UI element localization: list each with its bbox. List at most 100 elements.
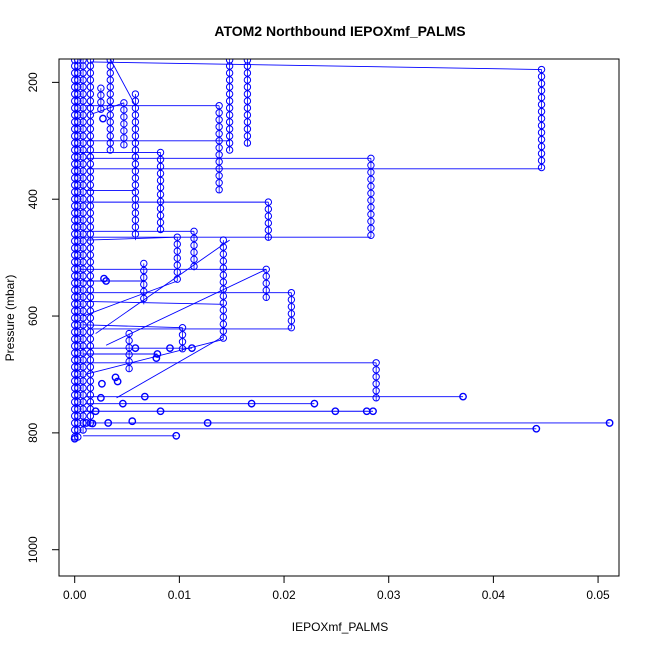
data-point	[219, 257, 228, 265]
data-point	[86, 188, 95, 196]
x-axis-label: IEPOXmf_PALMS	[292, 620, 388, 634]
data-point	[131, 181, 140, 189]
data-point	[71, 104, 79, 112]
data-point	[86, 76, 95, 84]
data-point	[86, 335, 95, 343]
data-point	[79, 230, 87, 238]
data-point	[71, 76, 79, 84]
data-point	[71, 160, 79, 168]
data-point	[79, 153, 87, 161]
data-point	[86, 244, 95, 252]
series-line-segment	[85, 338, 224, 375]
data-point	[79, 384, 87, 392]
data-point	[71, 251, 79, 259]
data-point	[71, 328, 79, 336]
data-point	[71, 377, 79, 385]
data-point	[131, 195, 140, 203]
data-point	[86, 377, 95, 385]
y-tick-label: 200	[26, 72, 40, 92]
data-point	[140, 273, 148, 282]
data-point	[537, 100, 546, 109]
data-point	[264, 212, 273, 220]
data-point	[243, 76, 252, 84]
data-point	[166, 344, 174, 353]
data-point	[264, 205, 273, 213]
data-point	[79, 342, 87, 350]
data-point	[190, 255, 198, 264]
data-point	[86, 62, 95, 70]
data-point	[71, 272, 79, 280]
data-point	[79, 391, 87, 399]
data-point	[106, 125, 114, 133]
data-point	[178, 324, 187, 332]
data-point	[79, 97, 87, 105]
y-axis: 200 400 600 800 1000	[26, 72, 60, 563]
data-point	[190, 241, 198, 250]
data-point	[86, 293, 95, 301]
data-point	[79, 335, 87, 343]
data-point	[225, 62, 234, 70]
data-point	[71, 356, 79, 364]
data-point	[173, 240, 181, 248]
data-point	[367, 196, 375, 205]
data-point	[140, 259, 148, 268]
data-point	[86, 83, 95, 91]
data-point	[537, 156, 546, 165]
data-point	[86, 174, 95, 182]
data-point	[71, 209, 79, 217]
data-point	[86, 202, 95, 210]
data-point	[71, 258, 79, 266]
data-point	[71, 90, 79, 98]
data-point	[215, 186, 223, 194]
data-point	[262, 265, 270, 274]
data-point	[71, 300, 79, 308]
data-point	[79, 62, 87, 70]
data-point	[173, 261, 181, 269]
data-point	[537, 79, 546, 88]
data-point	[79, 258, 87, 266]
data-point	[79, 328, 87, 336]
data-point	[131, 167, 140, 175]
data-point	[120, 106, 128, 114]
x-tick-label: 0.04	[482, 588, 506, 602]
data-point	[79, 90, 87, 98]
data-point	[219, 271, 228, 279]
data-point	[106, 76, 114, 84]
data-point	[188, 344, 196, 353]
data-point	[86, 349, 95, 357]
data-point	[71, 83, 79, 91]
data-point	[367, 231, 375, 240]
data-point	[156, 225, 165, 234]
data-point	[131, 118, 140, 126]
data-point	[537, 107, 546, 116]
data-point	[79, 370, 87, 378]
data-point	[86, 160, 95, 168]
data-point	[372, 359, 380, 367]
x-tick-label: 0.00	[63, 588, 87, 602]
data-point	[86, 125, 95, 133]
data-point	[79, 202, 87, 210]
data-point	[86, 279, 95, 287]
x-tick-label: 0.05	[586, 588, 610, 602]
data-point	[79, 349, 87, 357]
series-line-segment	[85, 300, 224, 305]
data-point	[219, 327, 228, 335]
data-point	[106, 139, 114, 147]
data-point	[459, 392, 467, 401]
data-point	[79, 293, 87, 301]
data-point	[106, 104, 114, 112]
data-point	[215, 144, 223, 152]
data-point	[367, 217, 375, 226]
data-point	[372, 387, 380, 395]
data-point	[86, 384, 95, 392]
series-line-segment	[116, 336, 224, 399]
data-point	[243, 132, 252, 140]
data-point	[71, 97, 79, 105]
data-point	[97, 105, 105, 113]
data-point	[106, 132, 114, 140]
data-point	[113, 377, 122, 386]
data-point	[79, 181, 87, 189]
data-point	[125, 364, 133, 373]
data-point	[86, 111, 95, 119]
